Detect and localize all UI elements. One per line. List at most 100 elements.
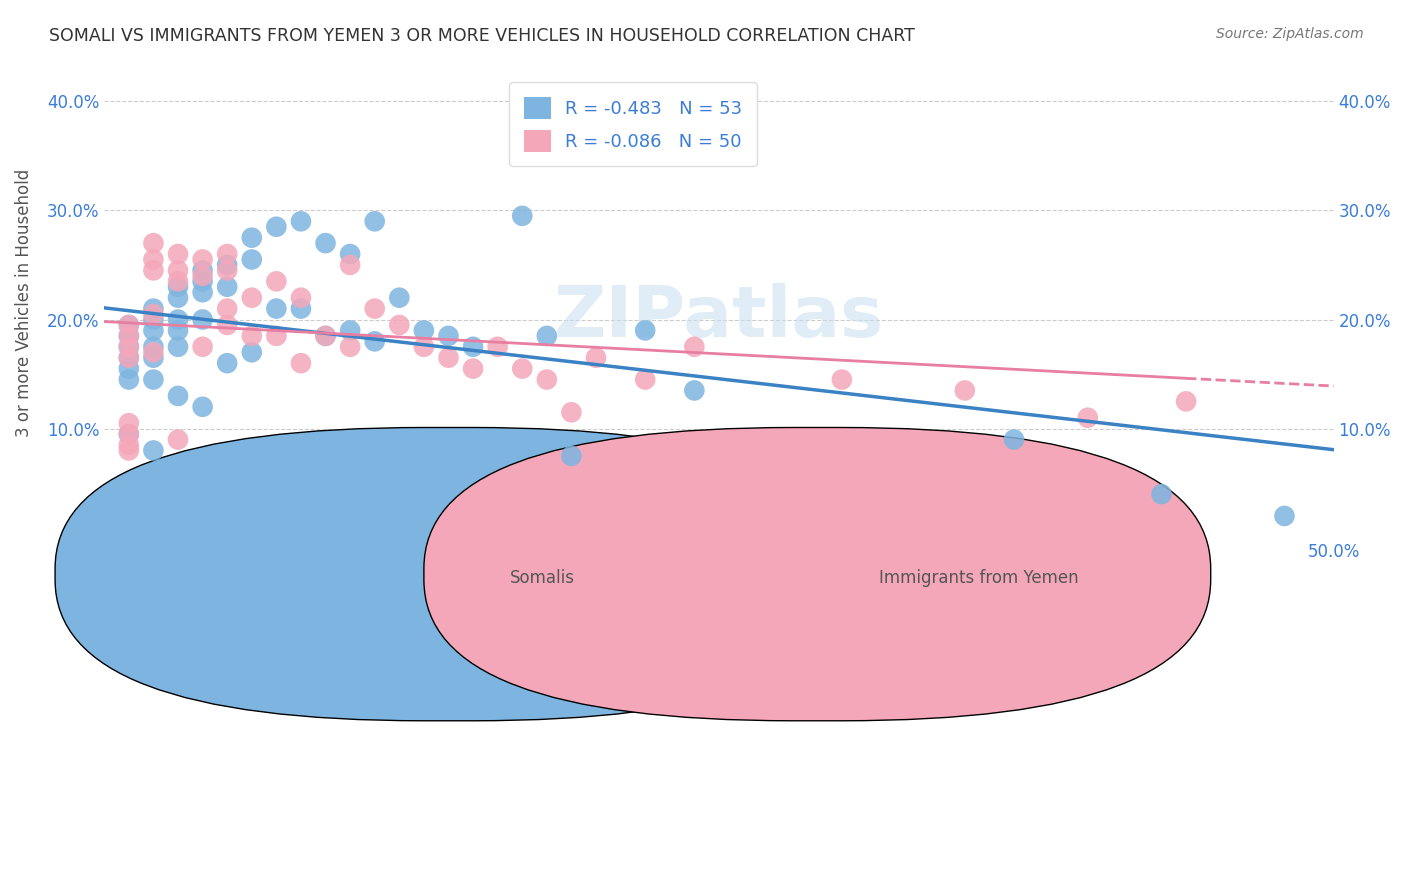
Point xyxy=(167,312,190,326)
Point xyxy=(167,340,190,354)
Text: Somalis: Somalis xyxy=(510,569,575,587)
Point xyxy=(191,400,214,414)
Point xyxy=(142,263,165,277)
Point xyxy=(510,209,533,223)
Point xyxy=(315,329,337,343)
Point xyxy=(240,329,263,343)
Point xyxy=(118,427,141,442)
Point xyxy=(266,329,288,343)
Point xyxy=(118,351,141,365)
Point xyxy=(217,301,239,316)
Point xyxy=(461,361,484,376)
Point xyxy=(560,449,582,463)
Point xyxy=(339,323,361,337)
Point xyxy=(388,291,411,305)
Point xyxy=(1175,394,1198,409)
Point xyxy=(1002,433,1025,447)
Point xyxy=(585,351,607,365)
Point xyxy=(240,291,263,305)
Text: Immigrants from Yemen: Immigrants from Yemen xyxy=(879,569,1078,587)
Legend: R = -0.483   N = 53, R = -0.086   N = 50: R = -0.483 N = 53, R = -0.086 N = 50 xyxy=(509,82,756,166)
Point xyxy=(191,312,214,326)
Point xyxy=(290,301,312,316)
Point xyxy=(461,340,484,354)
Point xyxy=(339,247,361,261)
Point xyxy=(510,361,533,376)
Point xyxy=(683,340,706,354)
Point xyxy=(167,323,190,337)
Point xyxy=(290,214,312,228)
Point xyxy=(536,329,558,343)
Point xyxy=(217,318,239,332)
Text: SOMALI VS IMMIGRANTS FROM YEMEN 3 OR MORE VEHICLES IN HOUSEHOLD CORRELATION CHAR: SOMALI VS IMMIGRANTS FROM YEMEN 3 OR MOR… xyxy=(49,27,915,45)
Point xyxy=(266,274,288,288)
Point xyxy=(364,301,387,316)
Text: Source: ZipAtlas.com: Source: ZipAtlas.com xyxy=(1216,27,1364,41)
Point xyxy=(118,318,141,332)
Point xyxy=(167,279,190,293)
Point xyxy=(191,263,214,277)
Point xyxy=(217,258,239,272)
Point xyxy=(486,340,509,354)
Point xyxy=(412,340,434,354)
Point xyxy=(191,285,214,300)
Point xyxy=(388,318,411,332)
Point xyxy=(437,351,460,365)
Point xyxy=(142,312,165,326)
Point xyxy=(167,389,190,403)
Point xyxy=(364,214,387,228)
Point xyxy=(191,268,214,283)
Point xyxy=(118,361,141,376)
Point xyxy=(560,405,582,419)
FancyBboxPatch shape xyxy=(423,427,1211,721)
Point xyxy=(142,236,165,251)
Point xyxy=(118,340,141,354)
Point xyxy=(142,372,165,386)
Point xyxy=(1274,508,1296,523)
Point xyxy=(217,247,239,261)
Point xyxy=(142,351,165,365)
Point xyxy=(118,340,141,354)
Point xyxy=(266,301,288,316)
Point xyxy=(266,219,288,234)
Point xyxy=(191,252,214,267)
Point xyxy=(142,323,165,337)
Point xyxy=(142,443,165,458)
Point xyxy=(953,384,976,398)
Point xyxy=(167,291,190,305)
Point xyxy=(142,301,165,316)
Point xyxy=(142,345,165,359)
Point xyxy=(142,252,165,267)
Point xyxy=(315,329,337,343)
Point xyxy=(240,345,263,359)
Point xyxy=(217,356,239,370)
Point xyxy=(339,258,361,272)
Point xyxy=(290,291,312,305)
Point xyxy=(217,263,239,277)
Point xyxy=(290,356,312,370)
Point xyxy=(1077,410,1099,425)
Point xyxy=(240,252,263,267)
Point xyxy=(118,416,141,430)
Point xyxy=(634,323,657,337)
Point xyxy=(1150,487,1173,501)
Point xyxy=(831,372,853,386)
Y-axis label: 3 or more Vehicles in Household: 3 or more Vehicles in Household xyxy=(15,169,32,437)
Point xyxy=(118,351,141,365)
Point xyxy=(536,372,558,386)
Point xyxy=(118,329,141,343)
Point xyxy=(315,236,337,251)
Point xyxy=(118,427,141,442)
Point xyxy=(634,372,657,386)
Point xyxy=(142,307,165,321)
Point xyxy=(118,329,141,343)
Point xyxy=(364,334,387,349)
Point xyxy=(217,279,239,293)
Point xyxy=(118,372,141,386)
Point xyxy=(240,230,263,244)
Point xyxy=(118,318,141,332)
Point xyxy=(167,247,190,261)
Point xyxy=(142,340,165,354)
Point xyxy=(167,274,190,288)
Point xyxy=(191,274,214,288)
